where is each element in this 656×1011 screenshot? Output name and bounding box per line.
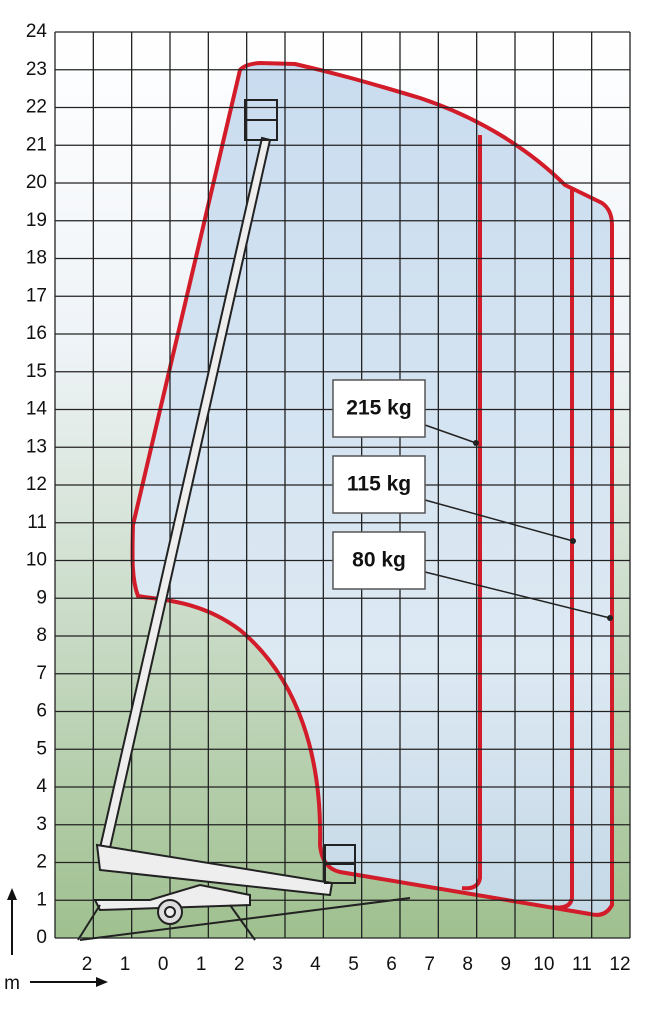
x-tick-label: 11 — [572, 954, 592, 975]
y-tick-label: 4 — [36, 776, 47, 797]
y-tick-label: 16 — [26, 323, 47, 344]
x-tick-label: 12 — [609, 954, 630, 975]
x-tick-label: 7 — [424, 954, 435, 975]
y-tick-label: 12 — [26, 474, 47, 495]
arrow-head — [7, 888, 17, 900]
leader-line — [424, 499, 574, 542]
x-tick-label: 1 — [196, 954, 207, 975]
leader-point — [570, 538, 576, 544]
x-tick-label: 0 — [158, 954, 169, 975]
y-tick-label: 6 — [36, 701, 47, 722]
unit-label: m — [4, 973, 20, 994]
x-tick-label: 10 — [533, 954, 554, 975]
load-label: 215 kg — [346, 397, 411, 420]
x-tick-label: 5 — [348, 954, 359, 975]
x-tick-label: 4 — [310, 954, 321, 975]
y-tick-label: 21 — [26, 134, 47, 155]
y-tick-label: 23 — [26, 59, 47, 80]
y-tick-label: 7 — [36, 663, 47, 684]
y-tick-label: 10 — [26, 550, 47, 571]
x-tick-label: 8 — [462, 954, 473, 975]
load-labels: 215 kg 115 kg 80 kg — [332, 379, 613, 621]
y-tick-label: 22 — [26, 97, 47, 118]
label-box — [332, 531, 426, 590]
leader-point — [473, 440, 479, 446]
x-tick-label: 9 — [500, 954, 511, 975]
x-tick-label: 3 — [272, 954, 283, 975]
x-tick-label: 2 — [234, 954, 245, 975]
y-tick-label: 1 — [36, 889, 47, 910]
y-tick-label: 20 — [26, 172, 47, 193]
y-tick-label: 9 — [36, 587, 47, 608]
label-box — [332, 455, 426, 514]
label-box — [332, 379, 426, 438]
envelope-115kg — [551, 188, 574, 910]
y-tick-label: 19 — [26, 210, 47, 231]
x-tick-label: 2 — [82, 954, 93, 975]
x-tick-label: 6 — [386, 954, 397, 975]
arrow-head — [96, 977, 108, 987]
y-tick-label: 8 — [36, 625, 47, 646]
y-tick-label: 3 — [36, 814, 47, 835]
leader-line — [424, 571, 611, 619]
y-tick-label: 2 — [36, 852, 47, 873]
x-tick-label: 1 — [120, 954, 131, 975]
y-tick-label: 13 — [26, 436, 47, 457]
y-tick-label: 14 — [26, 399, 48, 420]
y-tick-label: 11 — [27, 512, 47, 533]
y-tick-label: 17 — [26, 285, 47, 306]
y-tick-label: 24 — [26, 21, 48, 42]
leader-point — [607, 615, 613, 621]
y-tick-label: 18 — [26, 248, 47, 269]
machine — [77, 99, 411, 941]
y-tick-label: 0 — [36, 927, 47, 948]
y-tick-label: 15 — [26, 361, 47, 382]
grid — [54, 31, 631, 939]
load-label: 80 kg — [352, 549, 406, 572]
leader-line — [424, 424, 477, 444]
envelope-215kg — [461, 135, 482, 891]
load-label: 115 kg — [347, 473, 411, 496]
y-tick-label: 5 — [36, 738, 47, 759]
